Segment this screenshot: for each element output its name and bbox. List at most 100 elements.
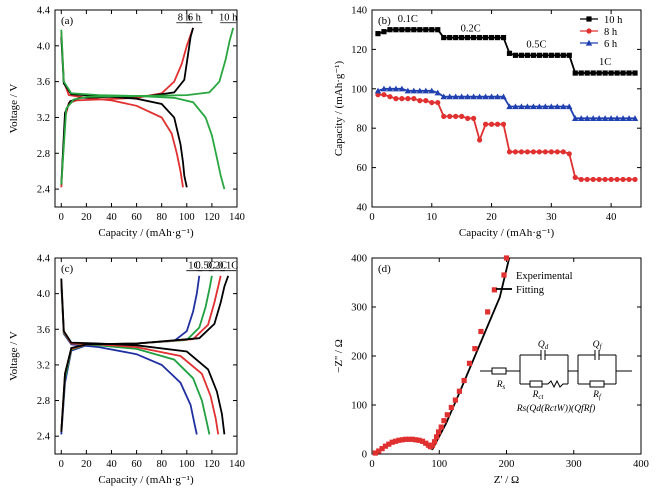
- data-point: [560, 103, 567, 110]
- x-tick-label: 120: [204, 212, 220, 223]
- data-point: [596, 70, 602, 76]
- data-point: [625, 115, 633, 121]
- y-tick-label: 60: [357, 163, 368, 174]
- data-point: [601, 115, 609, 121]
- data-point: [433, 434, 440, 440]
- data-point: [381, 29, 387, 35]
- data-point: [554, 103, 561, 110]
- series-line: [60, 36, 188, 188]
- x-tick-label: 80: [156, 212, 167, 223]
- legend-label: 6 h: [604, 39, 618, 50]
- circuit-label-sub: f: [599, 393, 602, 401]
- y-tick-label: 4.0: [37, 289, 50, 300]
- data-point: [518, 149, 525, 155]
- plot-frame: [371, 9, 642, 208]
- x-tick-label: 400: [633, 459, 649, 470]
- data-point: [440, 93, 447, 100]
- data-point: [387, 27, 393, 33]
- equivalent-circuit: Rs Qd Rct Qf Rf Rs(Qd(RctW))(QfRf): [480, 340, 632, 414]
- x-axis-label: Capacity / (mAh·g⁻¹): [98, 227, 194, 239]
- data-point: [416, 87, 424, 94]
- data-point: [429, 27, 435, 33]
- data-point: [441, 418, 447, 424]
- data-point: [584, 115, 591, 121]
- y-tick-label: 4.0: [37, 41, 50, 52]
- data-point: [392, 85, 400, 92]
- circuit-label: Rf: [592, 390, 602, 401]
- panel-c: 0 20 40 60 80 100 120 140 2.4 2.8 3.2 3.6 4.0 4.4 Capa…: [8, 254, 245, 487]
- data-point: [441, 113, 447, 119]
- panel-a: 0 20 40 60 80 100 120 140 2.4 2.8 3.2 3.6 4.0 4.4 Capa…: [8, 6, 245, 240]
- data-point: [524, 52, 531, 58]
- x-tick-label: 120: [204, 459, 220, 470]
- data-point: [566, 103, 573, 110]
- data-point: [548, 149, 554, 155]
- plot-frame: [371, 257, 642, 455]
- data-point: [524, 103, 531, 110]
- data-point: [482, 121, 489, 127]
- data-point: [518, 52, 525, 58]
- y-tick-label: 120: [351, 45, 367, 56]
- data-point: [396, 437, 402, 443]
- y-tick-label: 2.8: [37, 396, 50, 407]
- circuit-label: Qf: [593, 340, 603, 351]
- y-tick-label: 400: [351, 254, 367, 265]
- panel-label: (c): [61, 263, 74, 275]
- data-point: [406, 436, 412, 442]
- y-axis-label: Voltage / V: [8, 331, 20, 381]
- data-point: [398, 85, 406, 92]
- curve-annotation: 1C: [188, 261, 200, 272]
- legend-label: 10 h: [604, 15, 623, 26]
- data-point: [459, 113, 465, 119]
- x-tick-label: 60: [131, 212, 142, 223]
- x-tick-label: 20: [81, 459, 92, 470]
- data-point: [595, 115, 603, 121]
- data-point: [375, 92, 381, 98]
- circuit-label-sub: f: [599, 343, 602, 351]
- circuit-formula: Rs(Qd(RctW))(QfRf): [516, 403, 596, 414]
- curve-annotation: 0.2C: [207, 261, 227, 272]
- data-point: [375, 31, 381, 37]
- legend-marker: [501, 272, 507, 278]
- data-point: [607, 115, 615, 121]
- data-point: [589, 115, 597, 121]
- legend-marker: [586, 16, 592, 22]
- data-point: [518, 103, 525, 110]
- data-point: [434, 89, 441, 96]
- data-point: [466, 360, 473, 366]
- x-tick-label: 40: [106, 212, 117, 223]
- data-point: [386, 85, 394, 92]
- panel-label: (a): [61, 15, 74, 27]
- data-point: [554, 52, 560, 58]
- data-point: [530, 52, 536, 58]
- y-tick-label: 4.4: [37, 254, 51, 265]
- series-line: [377, 28, 635, 74]
- y-tick-label: 2.8: [37, 149, 50, 160]
- y-tick-label: 3.2: [37, 113, 50, 124]
- data-point: [572, 70, 578, 76]
- data-point: [411, 27, 417, 33]
- data-point: [602, 70, 608, 76]
- data-point: [417, 27, 423, 33]
- data-point: [494, 34, 501, 41]
- y-axis-label: Capacity / (mAh·g⁻¹): [333, 61, 345, 157]
- curve-annotation: 10 h: [219, 13, 238, 24]
- warburg: [547, 379, 568, 389]
- data-point: [472, 346, 478, 352]
- data-point: [554, 149, 560, 155]
- data-point: [620, 176, 626, 183]
- data-point: [431, 439, 438, 445]
- data-point: [382, 443, 389, 449]
- y-tick-label: 300: [351, 303, 367, 314]
- x-tick-label: 30: [546, 212, 557, 223]
- data-point: [452, 397, 458, 403]
- data-point: [413, 437, 419, 443]
- resistor: [491, 367, 507, 375]
- data-point: [536, 52, 542, 58]
- y-tick-label: 80: [357, 124, 368, 135]
- series-line: [60, 27, 194, 185]
- data-point: [461, 377, 467, 384]
- x-tick-label: 0: [59, 212, 64, 223]
- data-point: [530, 149, 537, 155]
- legend-label: Fitting: [516, 285, 545, 296]
